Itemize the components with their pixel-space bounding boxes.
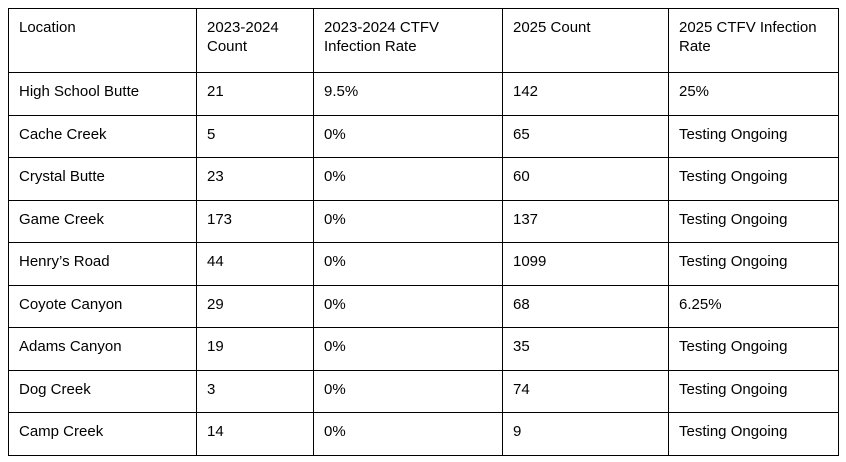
cell-location: High School Butte [8,72,197,116]
cell-2023-2024-count: 21 [196,72,314,116]
cell-2023-2024-count: 19 [196,327,314,371]
cell-2023-2024-rate: 0% [313,412,503,456]
cell-2023-2024-count: 44 [196,242,314,286]
column-header-2025-count: 2025 Count [502,8,669,73]
cell-2025-rate: 25% [668,72,839,116]
cell-2025-rate: Testing Ongoing [668,327,839,371]
cell-location: Henry’s Road [8,242,197,286]
cell-2025-count: 137 [502,199,669,243]
cell-2023-2024-count: 173 [196,199,314,243]
cell-2023-2024-rate: 0% [313,199,503,243]
cell-2023-2024-count: 29 [196,284,314,328]
cell-location: Cache Creek [8,114,197,158]
table-row: Camp Creek 14 0% 9 Testing Ongoing [8,412,839,456]
column-header-2023-2024-count: 2023-2024 Count [196,8,314,73]
cell-2023-2024-count: 3 [196,369,314,413]
cell-2025-count: 35 [502,327,669,371]
cell-2025-count: 1099 [502,242,669,286]
table-row: High School Butte 21 9.5% 142 25% [8,72,839,116]
cell-2023-2024-rate: 0% [313,327,503,371]
cell-2025-count: 60 [502,157,669,201]
cell-2023-2024-count: 14 [196,412,314,456]
cell-location: Dog Creek [8,369,197,413]
cell-2023-2024-rate: 0% [313,242,503,286]
cell-2023-2024-rate: 0% [313,114,503,158]
cell-location: Game Creek [8,199,197,243]
header-row: Location 2023-2024 Count 2023-2024 CTFV … [8,8,839,73]
ctfv-infection-table: Location 2023-2024 Count 2023-2024 CTFV … [8,8,839,456]
cell-2025-rate: Testing Ongoing [668,199,839,243]
column-header-2025-ctfv-infection-rate: 2025 CTFV Infection Rate [668,8,839,73]
table-row: Adams Canyon 19 0% 35 Testing Ongoing [8,327,839,371]
cell-2023-2024-count: 5 [196,114,314,158]
cell-2025-count: 65 [502,114,669,158]
column-header-2023-2024-ctfv-infection-rate: 2023-2024 CTFV Infection Rate [313,8,503,73]
cell-2023-2024-rate: 9.5% [313,72,503,116]
table-row: Crystal Butte 23 0% 60 Testing Ongoing [8,157,839,201]
cell-2025-count: 142 [502,72,669,116]
cell-2025-rate: Testing Ongoing [668,242,839,286]
cell-2025-count: 74 [502,369,669,413]
table-row: Game Creek 173 0% 137 Testing Ongoing [8,199,839,243]
table-row: Cache Creek 5 0% 65 Testing Ongoing [8,114,839,158]
cell-location: Camp Creek [8,412,197,456]
cell-2025-count: 68 [502,284,669,328]
cell-location: Crystal Butte [8,157,197,201]
table-row: Coyote Canyon 29 0% 68 6.25% [8,284,839,328]
cell-2025-rate: Testing Ongoing [668,412,839,456]
cell-location: Coyote Canyon [8,284,197,328]
cell-2025-count: 9 [502,412,669,456]
cell-location: Adams Canyon [8,327,197,371]
cell-2023-2024-rate: 0% [313,157,503,201]
cell-2023-2024-count: 23 [196,157,314,201]
cell-2023-2024-rate: 0% [313,369,503,413]
cell-2025-rate: Testing Ongoing [668,369,839,413]
table-row: Henry’s Road 44 0% 1099 Testing Ongoing [8,242,839,286]
cell-2025-rate: Testing Ongoing [668,157,839,201]
table-row: Dog Creek 3 0% 74 Testing Ongoing [8,369,839,413]
cell-2023-2024-rate: 0% [313,284,503,328]
column-header-location: Location [8,8,197,73]
cell-2025-rate: 6.25% [668,284,839,328]
cell-2025-rate: Testing Ongoing [668,114,839,158]
